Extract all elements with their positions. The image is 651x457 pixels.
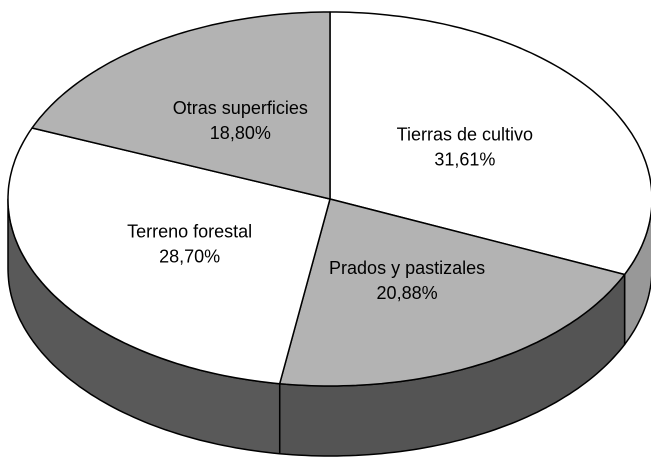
slice-value-label: 20,88% [377,283,438,303]
slice-value-label: 18,80% [210,123,271,143]
slice [7,127,331,385]
slice-label: Otras superficies [173,98,308,118]
slice-value-label: 31,61% [434,150,495,170]
slice [31,11,331,200]
slice [278,198,626,387]
slice-label: Prados y pastizales [329,258,485,278]
slice-value-label: 28,70% [159,247,220,267]
slice-label: Terreno forestal [127,222,252,242]
slice-label: Tierras de cultivo [397,125,533,145]
